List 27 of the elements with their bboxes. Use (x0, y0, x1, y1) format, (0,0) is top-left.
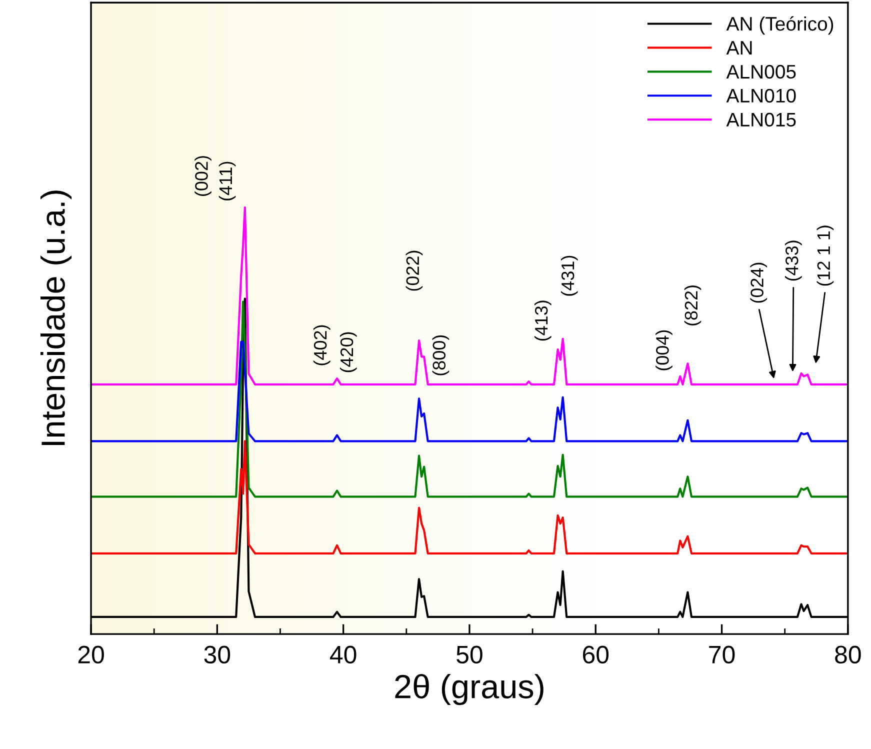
legend-label: ALN005 (726, 64, 796, 79)
annotation: (800) (432, 335, 450, 376)
annotation: (413) (534, 300, 552, 341)
annotation: (004) (656, 330, 672, 370)
x-tick-label: 70 (709, 646, 735, 664)
annotation: (431) (560, 256, 578, 296)
y-axis-title: Intensidade (u.a.) (40, 190, 72, 445)
annotation: (022) (406, 250, 423, 291)
annotation: (12 1 1) (816, 226, 834, 286)
x-tick-label: 60 (582, 646, 609, 664)
text: (411) (218, 162, 236, 200)
x-tick-label: 50 (456, 646, 482, 664)
annotation: (822) (684, 286, 702, 326)
x-tick-label: 20 (78, 646, 104, 664)
annotation: (433) (785, 240, 802, 281)
annotation: (024) (750, 262, 768, 303)
legend-label: ALN015 (726, 112, 796, 127)
legend-label: AN (726, 41, 752, 54)
annotation: (420) (340, 332, 357, 372)
x-tick-label: 40 (330, 646, 356, 664)
x-tick-label: 80 (835, 646, 861, 664)
annotation: (402) (313, 325, 330, 366)
x-axis-title: 2θ (graus) (395, 674, 544, 706)
text: (002) (194, 156, 212, 196)
legend-label: AN (Teórico) (726, 16, 834, 35)
legend-label: ALN010 (726, 88, 796, 103)
x-tick-label: 30 (204, 646, 230, 664)
